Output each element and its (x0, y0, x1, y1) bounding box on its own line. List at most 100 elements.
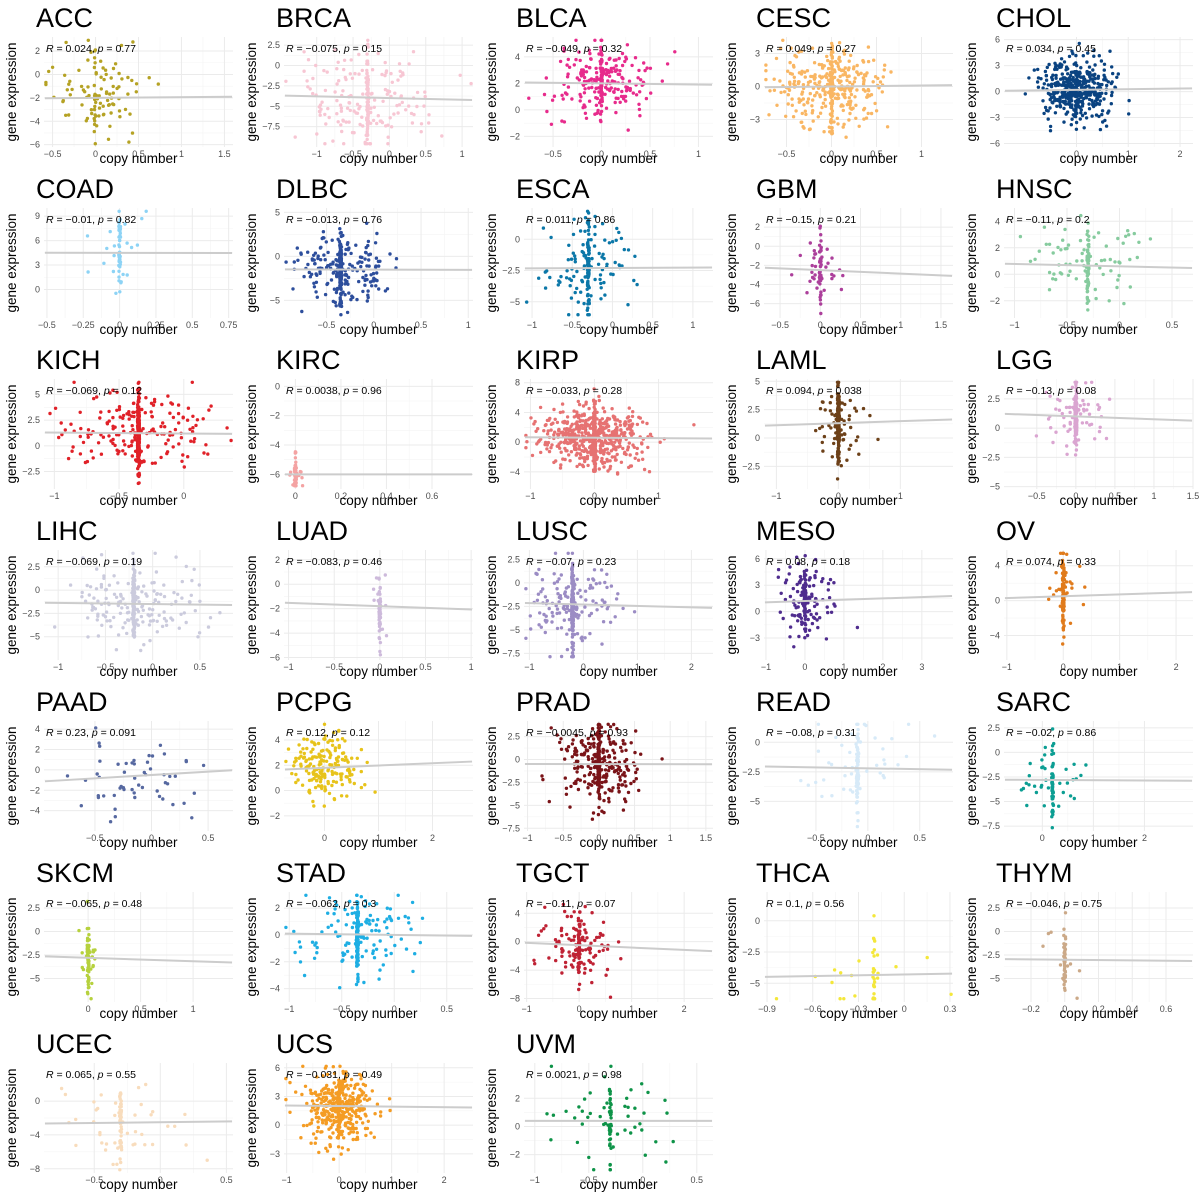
data-point (790, 97, 794, 101)
data-point (1086, 257, 1090, 261)
data-point (320, 100, 324, 104)
panel-luad: −1 −0.5 0 0.5 1 2 0 −2 −4 −6 R = −0.083, p = 0.46 L… (240, 513, 480, 683)
data-point (107, 434, 111, 438)
data-point (866, 45, 871, 49)
data-point (573, 614, 578, 618)
x-tick-label: 1 (656, 491, 661, 501)
data-point (852, 80, 857, 84)
data-point (828, 401, 832, 405)
y-tick-label: −5 (510, 297, 520, 307)
data-point (829, 91, 834, 95)
data-point (585, 242, 590, 246)
data-point (620, 75, 624, 80)
data-point (338, 227, 342, 231)
data-point (1087, 107, 1092, 111)
data-point (1102, 78, 1106, 82)
data-point (100, 623, 104, 627)
data-point (150, 415, 154, 419)
data-point (570, 632, 575, 636)
data-point (86, 616, 90, 620)
data-point (610, 70, 614, 74)
data-point (367, 264, 371, 268)
data-point (586, 228, 591, 233)
data-point (621, 97, 626, 101)
data-point (121, 449, 125, 453)
data-point (1104, 91, 1108, 96)
data-point (829, 50, 834, 55)
data-point (856, 72, 861, 77)
scatter-chart-acc: −0.5 0 0.5 1 1.5−6−4−202 R = 0.024, p = 0.77A… (4, 3, 233, 166)
data-point (1091, 68, 1095, 72)
data-point (118, 115, 122, 119)
data-point (566, 85, 571, 89)
data-point (135, 403, 140, 407)
data-point (774, 56, 779, 61)
data-point (130, 454, 134, 458)
data-point (95, 567, 99, 571)
data-point (111, 388, 115, 392)
data-point (127, 410, 131, 414)
data-point (1046, 417, 1051, 421)
data-point (592, 387, 596, 391)
x-axis-title: copy number (579, 322, 658, 337)
data-point (587, 225, 591, 229)
data-point (553, 430, 557, 434)
data-point (86, 428, 91, 432)
data-point (305, 79, 309, 83)
data-point (377, 621, 382, 626)
data-point (585, 284, 590, 288)
data-point (356, 261, 360, 265)
y-tick-label: 5 (275, 207, 280, 217)
data-point (778, 46, 783, 51)
data-point (1071, 75, 1075, 80)
y-axis-title: gene expression (244, 384, 259, 483)
data-point (640, 450, 644, 454)
data-point (347, 101, 351, 105)
data-point (69, 422, 73, 426)
x-axis-title: copy number (339, 664, 418, 679)
data-point (587, 65, 592, 70)
data-point (857, 452, 861, 456)
data-point (129, 245, 134, 250)
data-point (1074, 397, 1078, 401)
data-point (89, 449, 94, 453)
data-point (380, 120, 385, 125)
data-point (118, 611, 123, 615)
x-tick-label: 0.5 (644, 149, 657, 159)
y-tick-label: 0 (515, 578, 520, 588)
data-point (365, 83, 369, 87)
y-tick-label: 0 (515, 437, 520, 447)
data-point (837, 405, 841, 410)
y-tick-label: −5 (510, 625, 520, 635)
data-point (566, 551, 570, 555)
data-point (567, 453, 571, 457)
data-point (563, 446, 567, 451)
data-point (599, 297, 603, 301)
data-point (590, 256, 594, 261)
data-point (640, 442, 644, 446)
data-point (1032, 68, 1036, 72)
panel-kirp: −1 0 1 8 4 0 −4 R = −0.033, p = 0.28 KIRP copy nu… (480, 342, 720, 512)
data-point (565, 449, 569, 453)
data-point (566, 72, 570, 76)
data-point (1107, 299, 1111, 303)
data-point (144, 209, 148, 213)
panel-title: LUAD (276, 516, 348, 546)
data-point (816, 115, 820, 119)
data-point (1085, 295, 1089, 300)
data-point (380, 72, 384, 77)
data-point (1050, 100, 1054, 104)
data-point (829, 394, 834, 399)
data-point (540, 578, 545, 582)
data-point (386, 123, 390, 127)
data-point (149, 410, 153, 414)
data-point (349, 297, 353, 302)
data-point (1086, 229, 1090, 233)
data-point (564, 594, 568, 598)
data-point (140, 216, 144, 221)
data-point (323, 112, 327, 117)
data-point (369, 110, 373, 115)
data-point (372, 98, 377, 102)
y-tick-label: −5 (270, 295, 280, 305)
